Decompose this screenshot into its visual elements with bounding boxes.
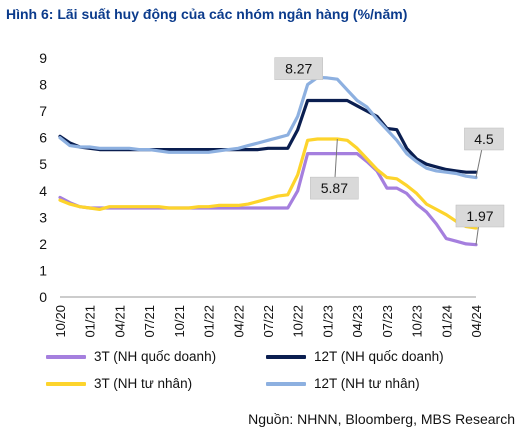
y-tick-label: 3 [39,209,47,225]
annotation-label: 5.87 [321,180,348,196]
x-tick-label: 01/22 [202,305,217,338]
y-tick-label: 9 [39,50,47,66]
y-tick-label: 8 [39,77,47,93]
y-tick-label: 4 [39,183,47,199]
annotation-box [310,176,359,200]
y-tick-label: 1 [39,262,47,278]
x-tick-label: 07/23 [380,305,395,338]
x-tick-label: 04/22 [231,305,246,338]
annotation-box [464,127,504,151]
x-tick-label: 10/20 [53,305,68,338]
annotation-box [274,57,323,80]
annotation-label: 8.27 [285,61,312,77]
y-tick-label: 6 [39,130,47,146]
x-tick-label: 04/24 [469,305,484,338]
y-tick-label: 2 [39,236,47,252]
x-tick-label: 04/21 [112,305,127,338]
y-tick-label: 7 [39,103,47,119]
series-line-1 [58,98,478,174]
x-tick-label: 07/22 [261,305,276,338]
x-tick-label: 04/23 [350,305,365,338]
x-tick-label: 10/21 [172,305,187,338]
annotation-label: 1.97 [466,208,493,224]
annotation-label: 4.5 [474,131,494,147]
x-tick-label: 10/22 [291,305,306,338]
x-tick-label: 01/24 [439,305,454,338]
annotation-box [455,204,505,228]
source-note: Nguồn: NHNN, Bloomberg, MBS Research [248,411,515,427]
x-tick-label: 01/23 [320,305,335,338]
series-line-2 [58,137,478,230]
y-tick-label: 0 [39,289,47,305]
x-tick-label: 10/23 [410,305,425,338]
x-tick-label: 07/21 [142,305,157,338]
y-tick-label: 5 [39,156,47,172]
chart-title: Hình 6: Lãi suất huy động của các nhóm n… [6,6,408,22]
x-tick-label: 01/21 [83,305,98,338]
series-line-3 [58,75,478,180]
